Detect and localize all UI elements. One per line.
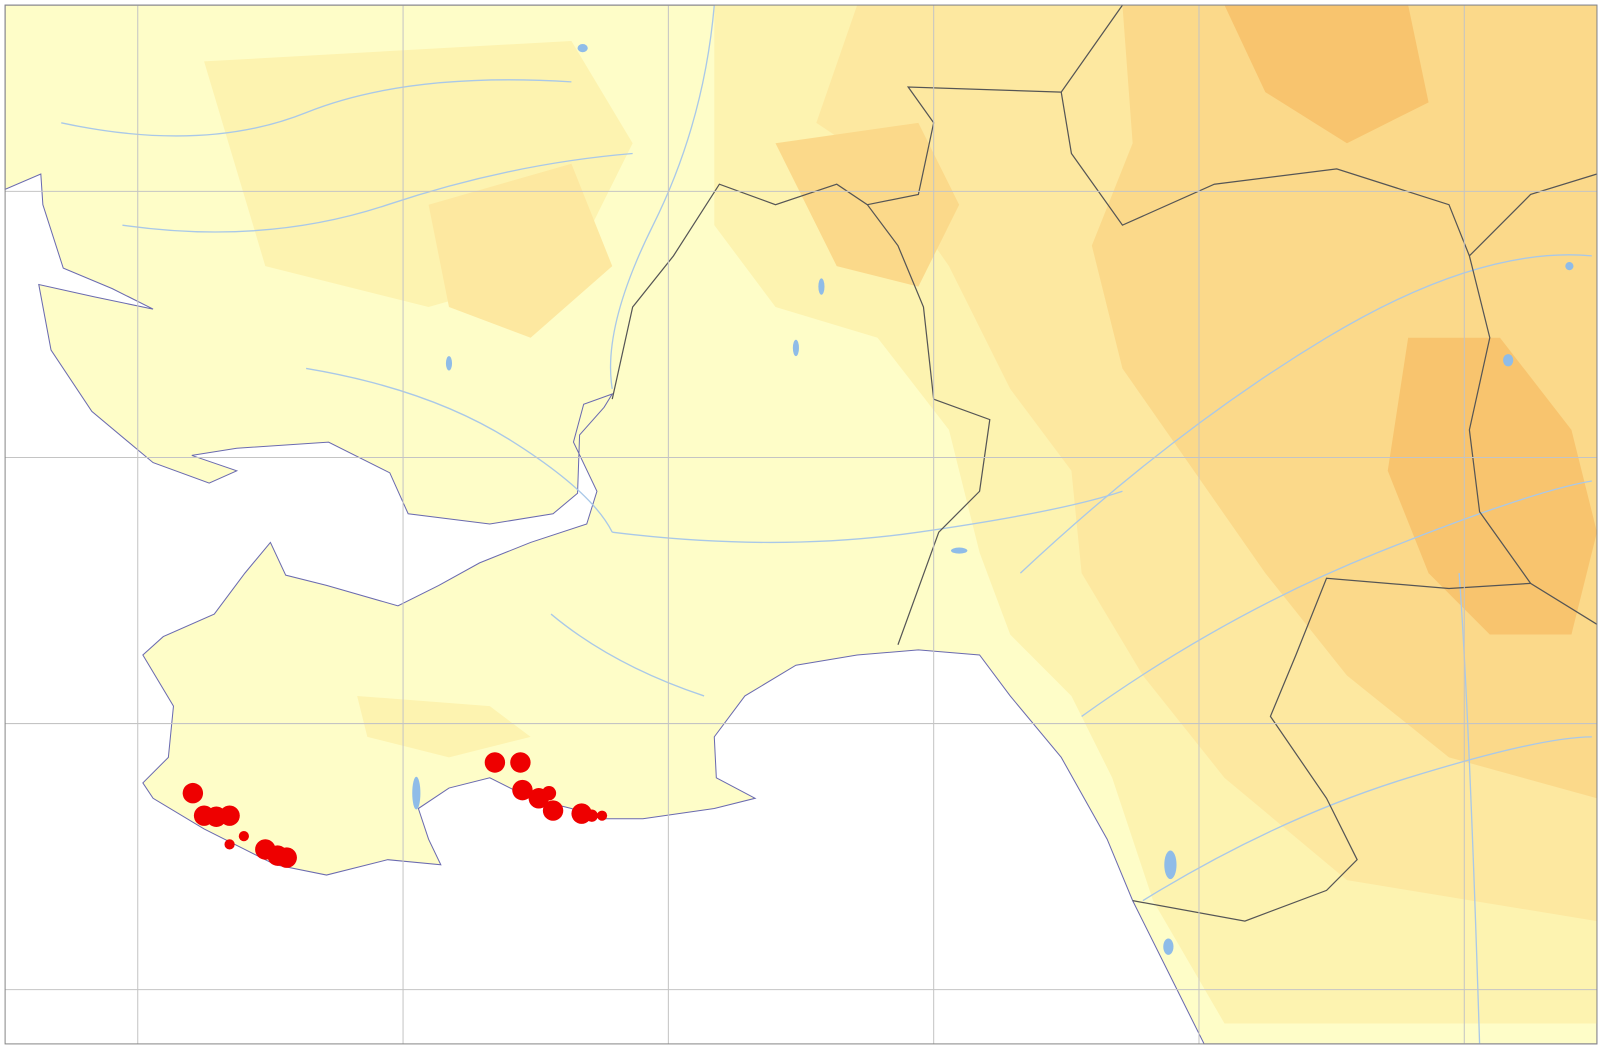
rivers (61, 5, 1592, 1044)
elevation (204, 5, 1597, 1024)
frame (4, 4, 1598, 1045)
grid (5, 5, 1597, 1044)
records (182, 752, 608, 868)
lakes (412, 44, 1574, 955)
borders (611, 4, 1598, 922)
